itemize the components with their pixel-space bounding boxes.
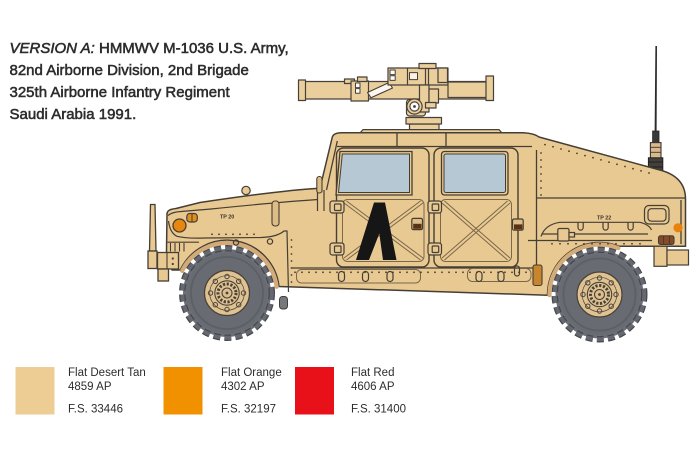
svg-text:Flat Orange: Flat Orange bbox=[221, 367, 282, 379]
svg-text:F.S. 32197: F.S. 32197 bbox=[221, 404, 276, 416]
svg-text:4302 AP: 4302 AP bbox=[221, 381, 265, 393]
svg-text:F.S. 31400: F.S. 31400 bbox=[351, 404, 406, 416]
svg-text:Flat Desert Tan: Flat Desert Tan bbox=[68, 367, 146, 379]
svg-text:TP 22: TP 22 bbox=[597, 216, 611, 222]
svg-text:4606 AP: 4606 AP bbox=[351, 381, 395, 393]
svg-text:Flat Red: Flat Red bbox=[351, 367, 394, 379]
svg-text:TP 20: TP 20 bbox=[220, 215, 234, 221]
svg-text:F.S. 33446: F.S. 33446 bbox=[68, 404, 123, 416]
svg-text:4859 AP: 4859 AP bbox=[68, 381, 112, 393]
